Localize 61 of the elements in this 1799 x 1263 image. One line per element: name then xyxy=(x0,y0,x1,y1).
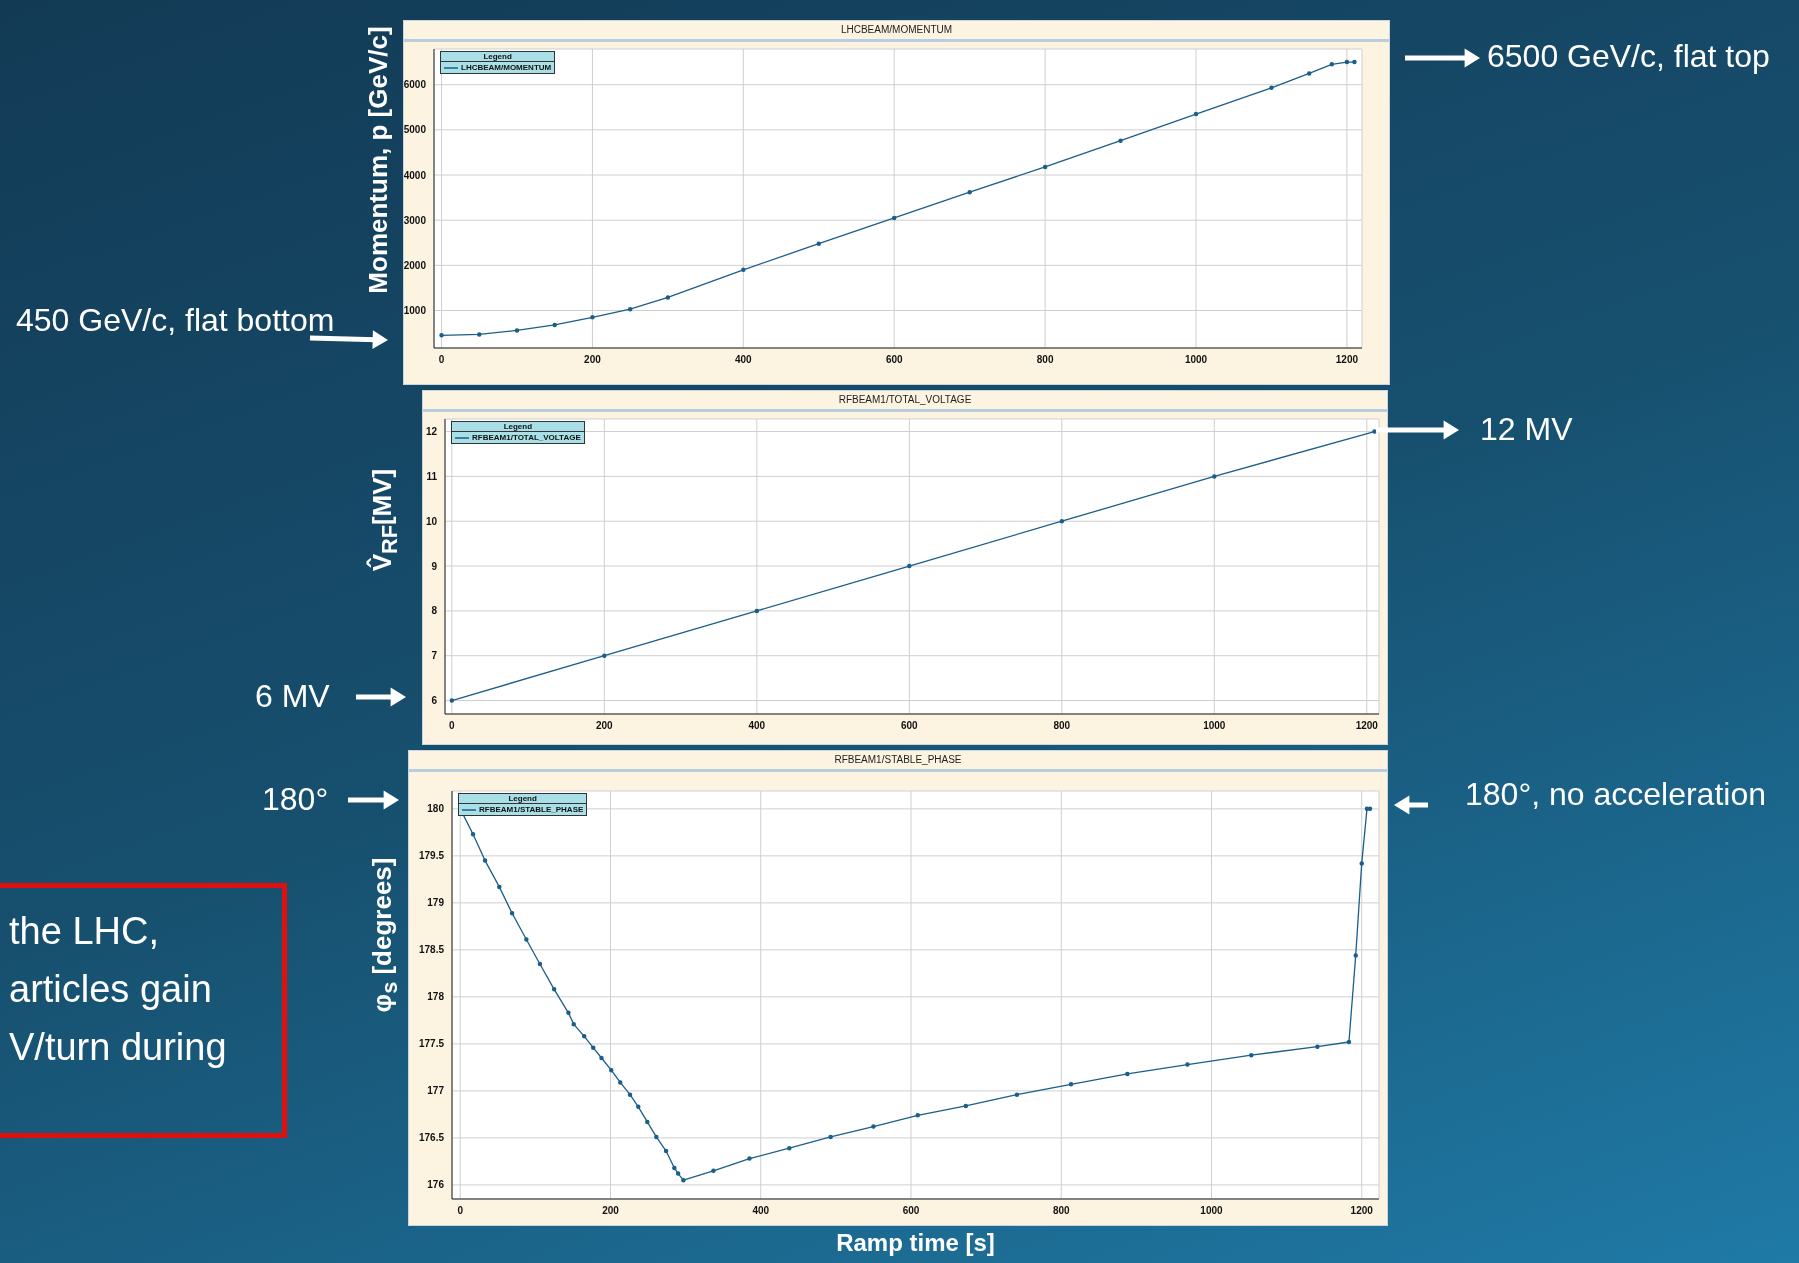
x-tick-label: 1200 xyxy=(1355,720,1379,732)
y-tick-label: 178 xyxy=(427,991,445,1003)
y-tick-label: 6 xyxy=(431,695,438,707)
x-tick-label: 0 xyxy=(457,1205,464,1217)
x-tick-label: 0 xyxy=(438,354,445,366)
x-tick-label: 400 xyxy=(752,1205,770,1217)
y-tick-label: 1000 xyxy=(403,305,427,317)
y-tick-label: 6000 xyxy=(403,79,427,91)
y-tick-label: 2000 xyxy=(403,259,427,271)
x-tick-label: 600 xyxy=(885,354,904,366)
legend-label: RFBEAM1/STABLE_PHASE xyxy=(479,805,584,814)
x-tick-label: 200 xyxy=(596,720,614,732)
text: 450 GeV/c, flat bottom xyxy=(16,302,335,339)
x-tick-label: 1200 xyxy=(1350,1205,1374,1217)
text: 12 MV xyxy=(1480,411,1573,448)
y-tick-label: 176.5 xyxy=(418,1132,445,1144)
chart-title: RFBEAM1/STABLE_PHASE xyxy=(409,751,1387,772)
x-axis-title: Ramp time [s] xyxy=(836,1229,995,1257)
x-tick-label: 400 xyxy=(748,720,766,732)
x-tick-label: 800 xyxy=(1036,354,1054,366)
y-tick-label: 9 xyxy=(431,560,438,572)
x-tick-label: 800 xyxy=(1053,720,1071,732)
x-tick-label: 1000 xyxy=(1200,1205,1224,1217)
y-axis-title: Momentum, p [GeV/c] xyxy=(362,26,394,294)
legend-label: RFBEAM1/TOTAL_VOLTAGE xyxy=(472,433,581,442)
x-tick-label: 0 xyxy=(449,720,456,732)
text: 180°, no acceleration xyxy=(1465,776,1766,813)
y-tick-label: 8 xyxy=(431,605,438,617)
y-tick-label: 177 xyxy=(427,1085,445,1097)
text: 6500 GeV/c, flat top xyxy=(1487,38,1770,75)
legend-title: Legend xyxy=(459,794,587,804)
x-tick-label: 1200 xyxy=(1335,354,1359,366)
chart-title: RFBEAM1/TOTAL_VOLTAGE xyxy=(423,391,1387,412)
y-tick-label: 176 xyxy=(427,1179,445,1191)
x-tick-label: 200 xyxy=(602,1205,620,1217)
text: 180° xyxy=(262,781,329,818)
y-tick-label: 178.5 xyxy=(418,944,445,956)
chart-title: LHCBEAM/MOMENTUM xyxy=(404,21,1389,42)
legend-label: LHCBEAM/MOMENTUM xyxy=(461,63,552,72)
y-tick-label: 177.5 xyxy=(418,1038,445,1050)
x-tick-label: 800 xyxy=(1052,1205,1071,1217)
y-tick-label: 3000 xyxy=(403,214,427,226)
y-tick-label: 179 xyxy=(427,897,445,909)
x-tick-label: 400 xyxy=(734,354,753,366)
y-tick-label: 7 xyxy=(431,650,438,662)
y-tick-label: 180 xyxy=(427,803,445,815)
x-tick-label: 1000 xyxy=(1203,720,1226,732)
y-tick-label: 12 xyxy=(425,426,438,438)
x-tick-label: 600 xyxy=(900,720,919,732)
x-tick-label: 600 xyxy=(902,1205,920,1217)
text: 6 MV xyxy=(255,678,330,715)
x-tick-label: 200 xyxy=(584,354,602,366)
text: the LHC, articles gain V/turn during xyxy=(9,909,227,1070)
y-tick-label: 11 xyxy=(426,470,438,482)
y-tick-label: 179.5 xyxy=(418,850,445,862)
x-tick-label: 1000 xyxy=(1184,354,1208,366)
y-tick-label: 10 xyxy=(425,515,438,527)
legend-title: Legend xyxy=(441,52,555,62)
y-tick-label: 4000 xyxy=(403,169,427,181)
legend-title: Legend xyxy=(452,422,584,432)
y-tick-label: 5000 xyxy=(403,124,427,136)
